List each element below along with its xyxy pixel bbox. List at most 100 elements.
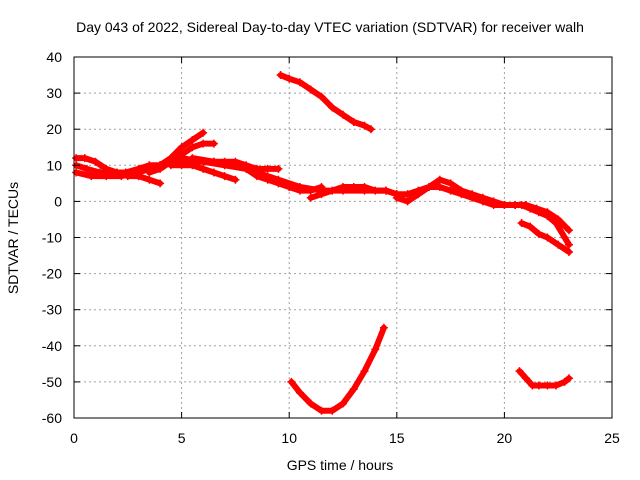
data-point [295, 78, 304, 87]
data-point [500, 201, 509, 210]
y-tick-label: 30 [46, 85, 62, 101]
series-arc-9 [288, 324, 387, 414]
data-point [379, 323, 388, 332]
y-tick-label: -20 [42, 266, 62, 282]
data-point [349, 385, 358, 394]
data-point [220, 172, 229, 181]
data-point [199, 164, 208, 173]
data-point [339, 110, 347, 119]
data-point [478, 193, 487, 202]
data-point [543, 211, 552, 220]
data-point [564, 374, 573, 383]
data-point [317, 406, 326, 415]
data-point [209, 168, 218, 177]
data-point [145, 175, 154, 184]
data-point [446, 179, 455, 188]
data-point [209, 157, 218, 166]
data-point [371, 186, 380, 195]
data-point [360, 121, 369, 130]
data-point [435, 182, 444, 191]
data-point [199, 139, 208, 148]
data-point [177, 161, 186, 170]
data-point [252, 168, 261, 177]
x-tick-label: 20 [497, 430, 513, 446]
y-tick-label: -60 [42, 410, 62, 426]
data-point [82, 164, 91, 173]
data-point [72, 168, 81, 177]
data-point [366, 125, 375, 134]
data-point [446, 186, 455, 195]
data-point [274, 164, 283, 173]
x-tick-label: 10 [281, 430, 297, 446]
data-point [534, 381, 543, 390]
data-point [543, 233, 552, 242]
data-point [403, 197, 412, 206]
data-point [295, 182, 304, 191]
data-point [564, 247, 573, 256]
data-point [177, 154, 186, 163]
data-point [425, 182, 434, 191]
data-point [188, 154, 197, 163]
data-point [177, 143, 186, 152]
data-point [287, 377, 296, 386]
x-tick-label: 0 [70, 430, 78, 446]
data-point [560, 233, 569, 242]
data-point [564, 240, 573, 249]
y-tick-label: 40 [46, 49, 62, 65]
data-point [564, 226, 573, 235]
data-point [209, 139, 218, 148]
data-point [526, 204, 535, 213]
data-point [382, 186, 391, 195]
tick-labels: 0 5 10 15 20 25 -60 -50 -40 -30 -20 -10 0 10 20 30 40 [42, 49, 620, 446]
data-point [117, 172, 126, 181]
y-tick-label: 20 [46, 121, 62, 137]
data-point [317, 190, 326, 199]
y-tick-label: -10 [42, 230, 62, 246]
data-point [156, 179, 165, 188]
data-point [276, 71, 285, 80]
data-point [521, 374, 530, 383]
data-point [188, 136, 197, 145]
data-point [554, 240, 563, 249]
data-point [91, 157, 100, 166]
data-point [534, 229, 543, 238]
data-point [87, 172, 96, 181]
data-point [360, 367, 369, 376]
data-point [306, 193, 315, 202]
y-tick-label: -50 [42, 374, 62, 390]
data-point [285, 74, 294, 83]
data-point [145, 168, 154, 177]
series-layer [72, 71, 573, 415]
data-point [188, 143, 197, 152]
data-point [166, 161, 175, 170]
data-point [134, 168, 143, 177]
data-point [543, 381, 552, 390]
x-tick-label: 15 [389, 430, 405, 446]
data-point [328, 406, 337, 415]
data-point [231, 175, 240, 184]
data-point [435, 175, 444, 184]
data-point [457, 186, 466, 195]
data-point [349, 117, 358, 126]
x-axis-label: GPS time / hours [287, 457, 394, 473]
data-point [328, 186, 337, 195]
data-point [339, 399, 347, 408]
data-point [80, 154, 89, 163]
data-point [534, 208, 543, 217]
data-point [274, 175, 283, 184]
data-point [414, 190, 423, 199]
data-point [515, 367, 524, 376]
data-point [199, 128, 208, 137]
grid [74, 57, 612, 418]
y-axis-label: SDTVAR / TECUs [5, 182, 21, 294]
chart-title: Day 043 of 2022, Sidereal Day-to-day VTE… [76, 19, 584, 35]
y-tick-label: 0 [54, 193, 62, 209]
data-point [328, 103, 337, 112]
data-point [349, 182, 358, 191]
data-point [306, 85, 315, 94]
data-point [371, 345, 380, 354]
data-point [526, 222, 535, 231]
ticks [73, 56, 613, 419]
data-point [517, 201, 526, 210]
